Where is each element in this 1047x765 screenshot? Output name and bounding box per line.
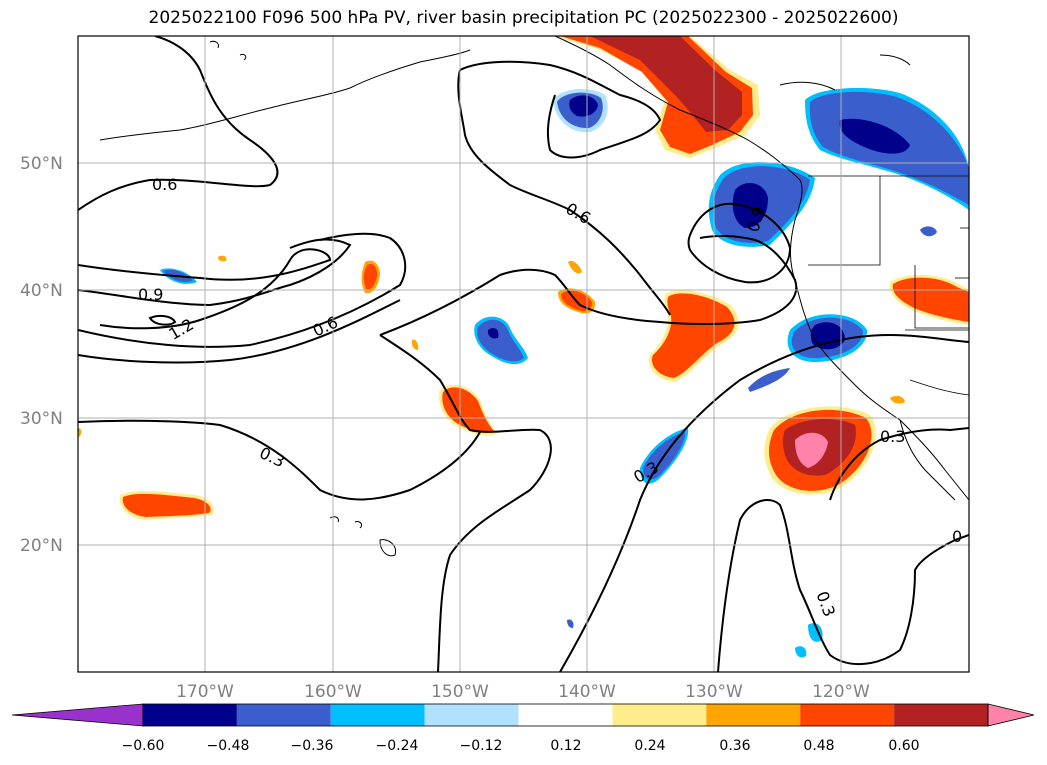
lat-label: 20°N xyxy=(20,536,63,556)
lat-label: 40°N xyxy=(20,281,63,301)
colorbar-tick-labels: −0.60 −0.48 −0.36 −0.24 −0.12 0.12 0.24 … xyxy=(122,738,920,754)
colorbar-frame xyxy=(142,703,989,727)
lat-label: 50°N xyxy=(20,154,63,174)
colorbar-tick-label: −0.48 xyxy=(207,738,250,754)
contour-label: 0.9 xyxy=(138,285,163,304)
colorbar-segment xyxy=(330,704,425,726)
colorbar-tick-label: −0.24 xyxy=(376,738,419,754)
map-title: 2025022100 F096 500 hPa PV, river basin … xyxy=(148,8,899,28)
colorbar-segment xyxy=(518,704,613,726)
colorbar-segment xyxy=(236,704,331,726)
pv-contours xyxy=(78,36,969,672)
lon-label: 120°W xyxy=(812,682,870,702)
colorbar xyxy=(11,703,1035,727)
colorbar-tick-label: −0.36 xyxy=(291,738,334,754)
colorbar-segment xyxy=(612,704,707,726)
colorbar-segment xyxy=(894,704,988,726)
colorbar-tick-label: 0.12 xyxy=(550,738,581,754)
lon-label: 150°W xyxy=(431,682,489,702)
colorbar-segment xyxy=(143,704,237,726)
precipitation-shading xyxy=(78,36,969,658)
longitude-labels: 170°W 160°W 150°W 140°W 130°W 120°W xyxy=(176,682,870,702)
colorbar-extension-min xyxy=(11,703,144,727)
lon-label: 130°W xyxy=(685,682,743,702)
colorbar-tick-label: 0.24 xyxy=(634,738,665,754)
plot-frame xyxy=(77,35,970,673)
contour-label: 0 xyxy=(952,527,962,546)
colorbar-segment xyxy=(424,704,519,726)
colorbar-tick-label: 0.36 xyxy=(719,738,750,754)
lon-label: 140°W xyxy=(558,682,616,702)
colorbar-segment xyxy=(800,704,895,726)
political-borders xyxy=(808,175,969,396)
colorbar-tick-label: 0.48 xyxy=(803,738,834,754)
colorbar-tick-label: −0.60 xyxy=(122,738,165,754)
contour-label: 0.3 xyxy=(880,427,905,446)
lon-label: 170°W xyxy=(176,682,234,702)
gridlines xyxy=(78,36,969,672)
coastlines xyxy=(99,36,969,557)
colorbar-extension-max xyxy=(987,703,1035,727)
lat-label: 30°N xyxy=(20,409,63,429)
colorbar-tick-label: 0.60 xyxy=(888,738,919,754)
contour-label: 0.6 xyxy=(152,175,177,194)
latitude-labels: 50°N 40°N 30°N 20°N xyxy=(20,154,63,556)
colorbar-tick-label: −0.12 xyxy=(460,738,503,754)
map-plot-area: 0.6 0.9 1.2 0.6 0.6 0.9 0.3 0.3 0.3 0.3 … xyxy=(78,36,969,672)
colorbar-segment xyxy=(706,704,801,726)
lon-label: 160°W xyxy=(304,682,362,702)
